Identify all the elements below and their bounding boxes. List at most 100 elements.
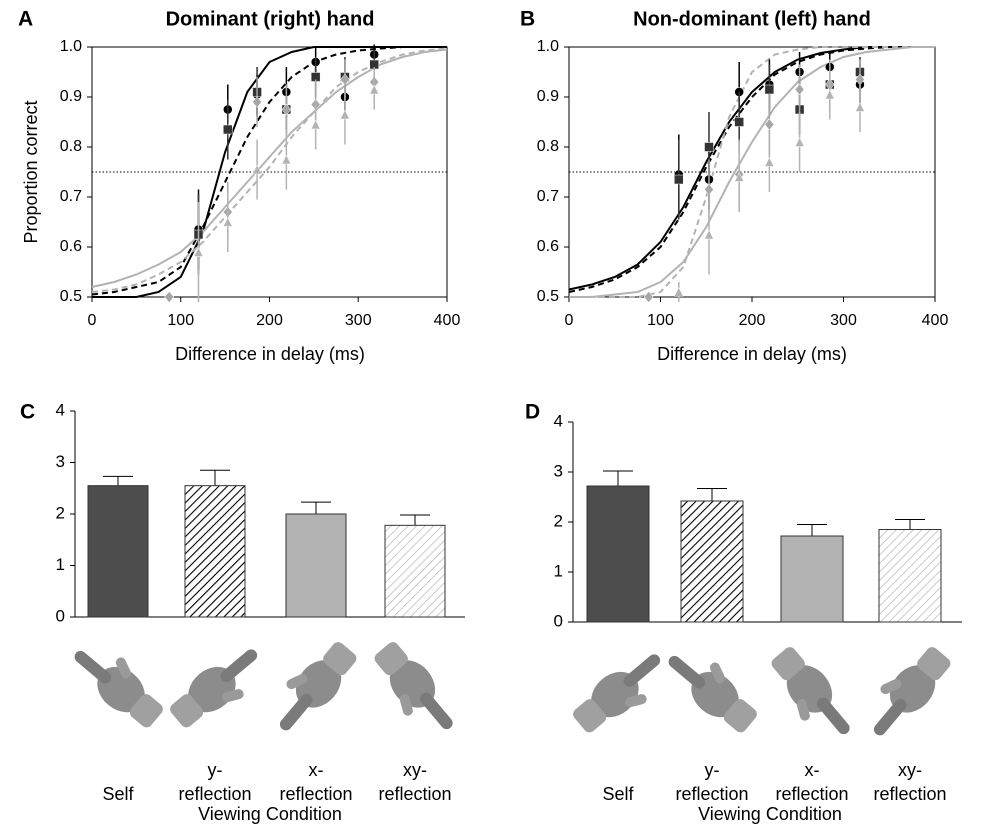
x-axis-label: Difference in delay (ms): [175, 344, 365, 364]
bar: [87, 485, 149, 618]
x-axis-label: Viewing Condition: [698, 804, 842, 824]
y-tick-label: 1: [56, 555, 65, 574]
hand-thumb: [222, 689, 244, 703]
x-tick-label: 200: [256, 312, 283, 329]
panel-label: B: [520, 8, 535, 31]
bar: [878, 529, 942, 623]
bar: [285, 513, 347, 618]
x-tick-label: Self: [102, 784, 134, 804]
x-tick-label: xy- reflection: [873, 760, 947, 804]
hand-thumb: [625, 694, 647, 708]
marker: [734, 171, 745, 182]
y-tick-label: 0: [56, 606, 65, 625]
hand-finger: [420, 692, 453, 730]
x-tick-label: y- reflection: [675, 760, 749, 804]
hand-wrist: [771, 647, 805, 681]
bar: [184, 485, 246, 618]
x-axis-label: Viewing Condition: [198, 804, 342, 824]
bar: [384, 524, 446, 618]
x-tick-label: x- reflection: [279, 760, 353, 804]
y-tick-label: 0.9: [537, 88, 559, 105]
bar: [586, 485, 650, 623]
y-tick-label: 0.5: [537, 288, 559, 305]
y-tick-label: 1.0: [60, 38, 82, 55]
marker: [794, 136, 805, 147]
hand-wrist: [723, 699, 757, 733]
marker: [764, 156, 775, 167]
marker: [340, 109, 350, 120]
y-tick-label: 4: [56, 400, 65, 419]
marker: [223, 124, 233, 135]
y-tick-label: 3: [56, 452, 65, 471]
hand-wrist: [129, 694, 163, 728]
fit-curve: [91, 47, 448, 293]
marker: [673, 286, 684, 297]
x-tick-label: 100: [647, 312, 674, 329]
fit-curve: [92, 46, 447, 298]
panel-label: A: [18, 8, 33, 31]
fit-curve: [568, 46, 935, 291]
hand-image: [374, 642, 453, 730]
x-tick-label: xy- reflection: [378, 760, 452, 804]
marker: [252, 96, 262, 108]
hand-finger: [74, 650, 112, 684]
marker: [193, 246, 204, 257]
hand-thumb: [399, 694, 413, 716]
chart-title: Non-dominant (left) hand: [633, 8, 871, 30]
y-tick-label: 4: [554, 411, 563, 430]
marker: [674, 174, 684, 185]
hand-thumb: [796, 699, 810, 721]
x-tick-label: y- reflection: [178, 760, 252, 804]
hand-image: [74, 650, 163, 728]
x-tick-label: 0: [565, 312, 574, 329]
y-tick-label: 2: [56, 503, 65, 522]
y-tick-label: 0.6: [60, 238, 82, 255]
hand-image: [771, 647, 850, 735]
marker: [764, 118, 775, 131]
x-tick-label: x- reflection: [775, 760, 849, 804]
hand-image: [170, 649, 258, 728]
hand-thumb: [286, 674, 308, 690]
y-tick-label: 0.9: [60, 88, 82, 105]
bar: [780, 535, 844, 623]
hand-finger: [668, 655, 706, 689]
marker: [824, 89, 835, 100]
y-tick-label: 1.0: [537, 38, 559, 55]
panel-label: D: [525, 401, 540, 424]
hand-image: [279, 642, 357, 731]
hand-thumb: [709, 662, 725, 684]
panel-label: C: [20, 401, 35, 424]
x-tick-label: 200: [739, 312, 766, 329]
x-tick-label: 400: [434, 312, 461, 329]
y-tick-label: 0.7: [537, 188, 559, 205]
hand-finger: [623, 654, 661, 687]
marker: [734, 117, 744, 127]
hand-wrist: [573, 699, 607, 733]
hand-wrist: [374, 642, 408, 676]
hand-image: [873, 647, 951, 736]
marker: [252, 164, 262, 175]
fit-curve: [569, 46, 935, 298]
x-tick-label: 100: [167, 312, 194, 329]
hand-thumb: [880, 679, 902, 695]
y-tick-label: 0: [554, 611, 563, 630]
x-tick-label: 300: [830, 312, 857, 329]
marker: [164, 291, 175, 303]
hand-image: [573, 654, 661, 733]
x-tick-label: 300: [345, 312, 372, 329]
marker: [281, 154, 292, 165]
y-axis-label: Proportion correct: [21, 100, 41, 243]
marker: [310, 119, 321, 130]
hand-thumb: [115, 657, 131, 679]
y-tick-label: 1: [554, 561, 563, 580]
hand-wrist: [170, 694, 204, 728]
fit-curve: [569, 46, 935, 298]
marker: [281, 103, 292, 116]
x-tick-label: 400: [922, 312, 949, 329]
fit-curve: [568, 46, 935, 293]
marker: [704, 229, 714, 240]
fit-curve: [91, 46, 447, 296]
y-tick-label: 0.7: [60, 188, 82, 205]
marker: [222, 216, 233, 227]
y-tick-label: 0.6: [537, 238, 559, 255]
